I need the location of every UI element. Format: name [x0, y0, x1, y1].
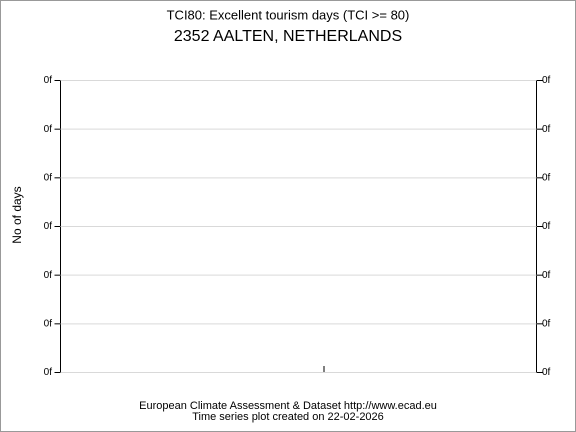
y-tick-label: 0f — [44, 172, 53, 183]
y-tick-label: 0f — [44, 124, 53, 135]
y2-tick-label: 0f — [542, 318, 551, 329]
footer: Time series plot created on 22-02-2026 — [192, 411, 384, 423]
y-tick-label: 0f — [44, 75, 53, 86]
y-tick-label: 0f — [44, 318, 53, 329]
chart-subtitle: 2352 AALTEN, NETHERLANDS — [174, 28, 402, 45]
y-axis-label: No of days — [10, 186, 24, 243]
y2-tick-label: 0f — [542, 172, 551, 183]
footer: European Climate Assessment & Dataset ht… — [139, 400, 437, 412]
y-tick-label: 0f — [44, 270, 53, 281]
y-tick-label: 0f — [44, 367, 53, 378]
y-tick-label: 0f — [44, 221, 53, 232]
y2-tick-label: 0f — [542, 124, 551, 135]
chart-title: TCI80: Excellent tourism days (TCI >= 80… — [167, 7, 410, 22]
y2-tick-label: 0f — [542, 270, 551, 281]
y2-tick-label: 0f — [542, 221, 551, 232]
y2-tick-label: 0f — [542, 367, 551, 378]
y2-tick-label: 0f — [542, 75, 551, 86]
